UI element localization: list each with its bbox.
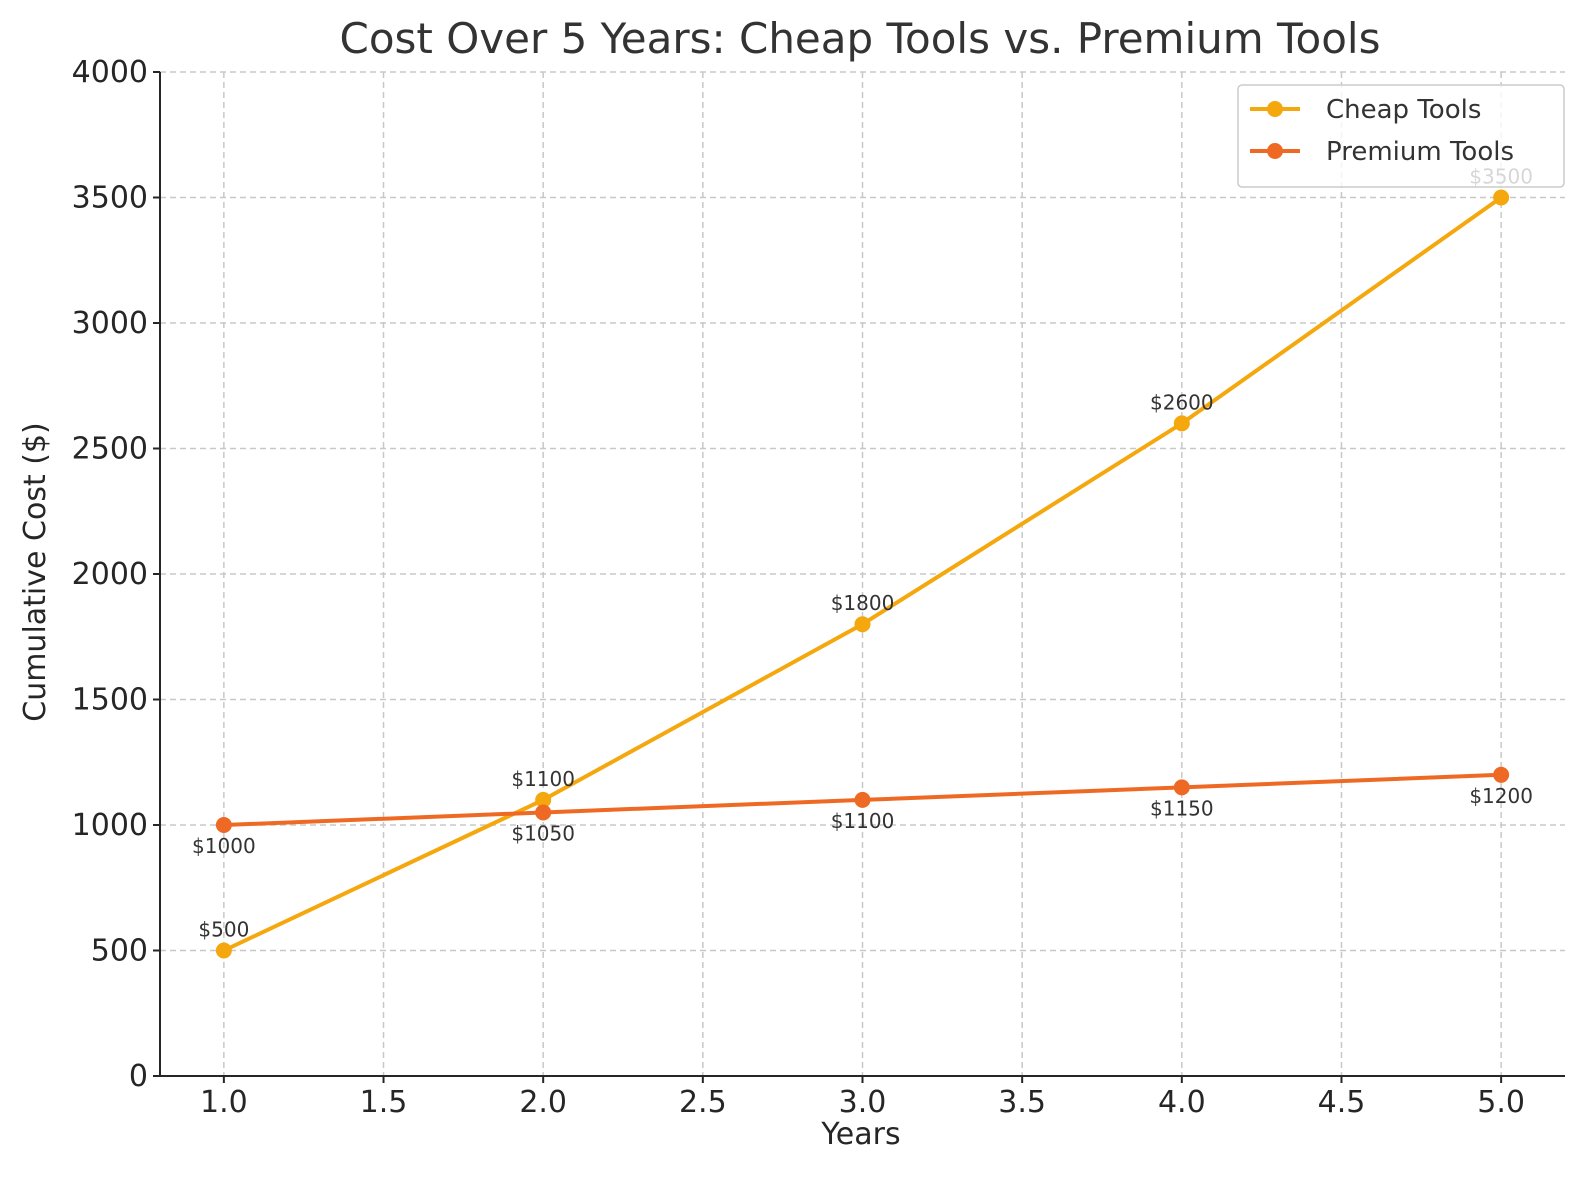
y-tick-label: 1500: [72, 683, 148, 718]
x-tick-label: 4.0: [1158, 1085, 1206, 1120]
cheap-tools-data-label: $500: [198, 918, 249, 942]
x-tick-label: 2.0: [519, 1085, 567, 1120]
data-labels: $500$1100$1800$2600$3500$1000$1050$1100$…: [192, 165, 1533, 942]
x-tick-label: 3.0: [839, 1085, 887, 1120]
x-tick-label: 1.0: [200, 1085, 248, 1120]
cheap-tools-data-label: $1800: [831, 591, 895, 615]
legend-premium-tools-label: Premium Tools: [1326, 137, 1514, 167]
premium-tools-data-label: $1000: [192, 834, 256, 858]
series-layer: [215, 189, 1510, 959]
legend-box: [1237, 84, 1565, 188]
premium-tools-data-label: $1150: [1150, 796, 1214, 820]
y-tick-label: 500: [91, 934, 148, 969]
legend: Cheap Tools Premium Tools: [1237, 84, 1565, 188]
x-tick-label: 2.5: [679, 1085, 727, 1120]
y-tick-label: 3500: [72, 181, 148, 216]
cheap-tools-point: [535, 791, 552, 808]
premium-tools-point: [215, 817, 232, 833]
legend-cheap-tools-marker: [1267, 101, 1283, 117]
cheap-tools-point: [1493, 189, 1510, 206]
legend-cheap-tools-label: Cheap Tools: [1326, 95, 1481, 125]
cheap-tools-point: [854, 616, 871, 633]
x-tick-label: 5.0: [1477, 1085, 1525, 1120]
y-tick-label: 2000: [72, 557, 148, 592]
premium-tools-point: [535, 804, 552, 821]
y-axis-label: Cumulative Cost ($): [18, 422, 53, 722]
chart-title: Cost Over 5 Years: Cheap Tools vs. Premi…: [340, 14, 1381, 63]
cheap-tools-point: [1173, 415, 1190, 432]
x-tick-label: 1.5: [360, 1085, 408, 1120]
grid-lines: [160, 71, 1565, 1077]
premium-tools-point: [1493, 766, 1510, 783]
y-tick-label: 0: [129, 1059, 148, 1094]
cheap-tools-data-label: $1100: [511, 767, 575, 791]
legend-premium-tools-marker: [1267, 143, 1283, 159]
y-tick-label: 3000: [72, 306, 148, 341]
cheap-tools-point: [215, 942, 232, 959]
premium-tools-data-label: $1200: [1469, 784, 1533, 808]
x-tick-label: 3.5: [998, 1085, 1046, 1120]
x-axis-label: Years: [820, 1117, 900, 1152]
premium-tools-data-label: $1100: [831, 809, 895, 833]
premium-tools-point: [854, 791, 871, 808]
y-tick-label: 4000: [72, 55, 148, 90]
premium-tools-point: [1173, 779, 1190, 796]
x-tick-label: 4.5: [1318, 1085, 1366, 1120]
axes: 1.0 1.5 2.0 2.5 3.0 3.5 4.0 4.5 5.0 0 500 1000 1500 2…: [72, 55, 1565, 1120]
y-tick-label: 2500: [72, 432, 148, 467]
cheap-tools-data-label: $2600: [1150, 390, 1214, 414]
y-tick-label: 1000: [72, 808, 148, 843]
premium-tools-data-label: $1050: [511, 821, 575, 845]
